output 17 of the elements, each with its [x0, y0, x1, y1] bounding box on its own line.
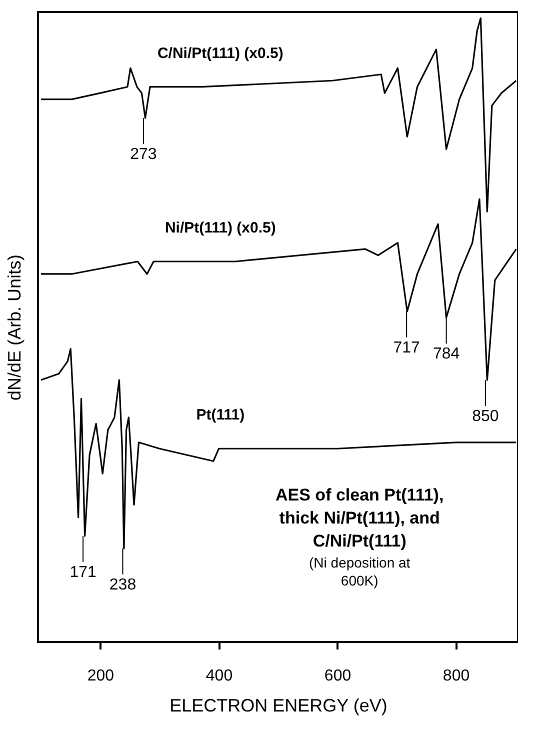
x-tick-label: 400 — [206, 668, 233, 684]
annotation: 238 — [109, 576, 136, 594]
annotation: 850 — [472, 408, 499, 426]
annotation: 171 — [70, 564, 96, 581]
series-label: C/Ni/Pt(111) (x0.5) — [157, 44, 284, 62]
y-axis-title: dN/dE (Arb. Units) — [4, 254, 24, 401]
x-axis-title: ELECTRON ENERGY (eV) — [170, 696, 388, 716]
annotation: AES of clean Pt(111), thick Ni/Pt(111), and C/Ni/Pt(111) — [276, 486, 444, 551]
annotation: (Ni deposition at 600K) — [309, 554, 410, 589]
x-tick-label: 600 — [324, 668, 352, 684]
series-label: Ni/Pt(111) (x0.5) — [164, 220, 276, 237]
x-tick-label: 800 — [442, 668, 470, 684]
annotation: 273 — [130, 146, 157, 164]
x-tick-label: 200 — [87, 668, 114, 684]
annotation: 784 — [432, 346, 460, 363]
annotation: 717 — [393, 339, 420, 356]
series-label: Pt(111) — [196, 406, 245, 424]
